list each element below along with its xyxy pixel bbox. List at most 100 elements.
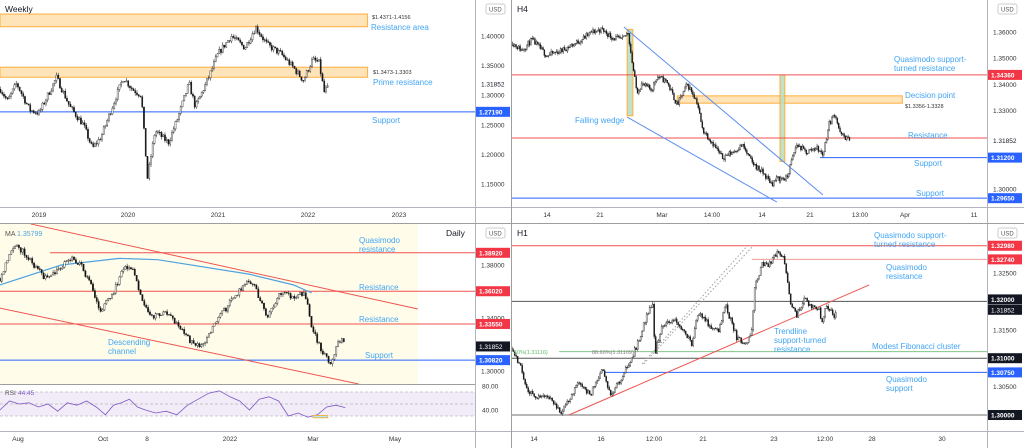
candle-body xyxy=(701,313,703,318)
candle-body xyxy=(153,135,156,144)
candle-body xyxy=(124,266,127,270)
currency-label[interactable]: USD xyxy=(489,8,502,14)
candle-body xyxy=(522,372,525,380)
candle xyxy=(190,340,193,346)
candle-body xyxy=(0,89,2,93)
candle xyxy=(95,294,98,304)
h1-chart-panel[interactable]: Quasimodo support-turned resistance Quasi… xyxy=(512,224,1024,448)
last-price-badge xyxy=(988,304,1022,315)
candle xyxy=(709,138,712,145)
candle xyxy=(120,270,123,278)
candle-body xyxy=(552,400,555,405)
candle-body xyxy=(800,145,802,151)
price-badge-label: 1.31200 xyxy=(991,155,1015,162)
candle-body xyxy=(785,175,787,181)
candle xyxy=(635,75,637,90)
weekly-chart-panel[interactable]: $1.4371-1.4156 Resistance area $1.3473-1.3… xyxy=(0,0,512,224)
h1-chart[interactable]: Quasimodo support-turned resistanceQuasi… xyxy=(512,224,1024,448)
candle xyxy=(729,149,732,157)
candle xyxy=(302,79,305,83)
candle-body xyxy=(689,87,691,90)
candle xyxy=(627,32,629,36)
candle-body xyxy=(104,125,107,128)
candle xyxy=(677,99,679,105)
plot-area[interactable] xyxy=(0,13,475,181)
candle xyxy=(247,279,250,284)
candle xyxy=(537,393,540,400)
candle-body xyxy=(594,30,597,34)
candle xyxy=(73,256,75,261)
candle-body xyxy=(782,256,784,258)
candle-body xyxy=(32,110,35,113)
plot-area[interactable] xyxy=(0,224,475,391)
candle-body xyxy=(246,280,248,285)
candle-body xyxy=(659,333,661,341)
plot-area[interactable] xyxy=(512,25,987,203)
currency-box[interactable] xyxy=(485,3,506,15)
time-tick-label: 16 xyxy=(597,436,605,443)
daily-chart-panel[interactable]: Quasimodo resistance Resistance Resistance D… xyxy=(0,224,512,448)
candle-body xyxy=(655,79,658,83)
candle-body xyxy=(776,251,778,257)
candle-body xyxy=(73,256,75,260)
currency-label[interactable]: USD xyxy=(1001,232,1014,238)
candle-body xyxy=(101,309,104,312)
candle xyxy=(542,46,544,51)
candle xyxy=(759,169,762,174)
candle xyxy=(132,87,135,91)
candle xyxy=(686,333,688,339)
candle-body xyxy=(152,315,155,319)
candle-body xyxy=(304,292,307,300)
candle xyxy=(615,382,618,389)
candle-body xyxy=(531,390,534,394)
plot-area[interactable] xyxy=(512,245,987,416)
candle-body xyxy=(314,331,317,335)
candle xyxy=(29,257,32,261)
currency-box[interactable] xyxy=(485,227,506,239)
candle-body xyxy=(276,298,279,304)
candle-body xyxy=(615,383,618,389)
candle-body xyxy=(135,275,138,282)
candle xyxy=(758,165,760,172)
candle-body xyxy=(697,103,699,108)
candle-body xyxy=(109,298,111,300)
candle xyxy=(538,42,540,47)
time-tick-label: 21 xyxy=(806,212,814,219)
candle xyxy=(12,246,15,253)
candle xyxy=(648,83,651,91)
candle xyxy=(235,35,238,41)
candle-body xyxy=(837,123,840,129)
candle-body xyxy=(806,298,808,301)
candle-body xyxy=(277,50,280,54)
currency-box[interactable] xyxy=(997,3,1018,15)
candle-body xyxy=(557,407,559,409)
candle-body xyxy=(674,318,676,322)
ma-label: MA xyxy=(5,231,16,238)
daily-chart[interactable]: QuasimodoresistanceResistanceResistanceD… xyxy=(0,224,512,448)
candle-body xyxy=(636,340,639,350)
chart-annotation: resistance xyxy=(359,245,396,254)
currency-label[interactable]: USD xyxy=(1001,8,1014,14)
candle xyxy=(763,173,766,175)
candle xyxy=(143,106,145,130)
candle xyxy=(513,43,516,48)
candle xyxy=(688,83,690,92)
h4-chart-panel[interactable]: Quasimodo support-turned resistance Decis… xyxy=(512,0,1024,224)
candle-body xyxy=(755,280,757,288)
candle xyxy=(578,41,581,45)
candle xyxy=(727,153,729,157)
candle xyxy=(516,355,519,364)
candle xyxy=(540,44,543,50)
candle-body xyxy=(31,258,34,264)
candle-body xyxy=(248,42,250,44)
candle xyxy=(618,380,621,386)
candle xyxy=(512,43,515,48)
h4-chart[interactable]: Quasimodo support-turned resistanceDecis… xyxy=(512,0,1024,224)
candle-body xyxy=(589,31,591,34)
currency-label[interactable]: USD xyxy=(489,232,502,238)
candle xyxy=(828,119,830,132)
currency-box[interactable] xyxy=(997,227,1018,239)
candle-body xyxy=(562,47,564,53)
candle-body xyxy=(261,300,263,304)
